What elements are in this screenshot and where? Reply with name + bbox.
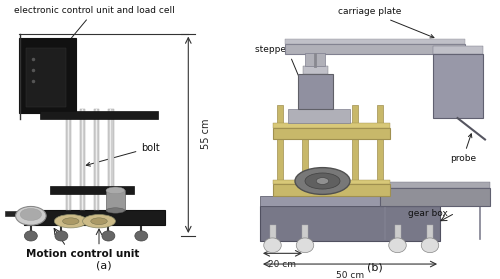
Bar bbox=[260, 206, 440, 241]
Ellipse shape bbox=[296, 238, 314, 253]
Ellipse shape bbox=[106, 208, 125, 213]
Bar bbox=[260, 196, 440, 206]
Ellipse shape bbox=[264, 238, 281, 253]
Text: (b): (b) bbox=[367, 262, 383, 272]
Bar bbox=[298, 74, 332, 109]
Bar bbox=[270, 225, 276, 239]
Bar bbox=[377, 105, 383, 196]
Bar bbox=[352, 105, 358, 196]
Text: bolt: bolt bbox=[86, 143, 160, 166]
Bar bbox=[24, 210, 165, 225]
Ellipse shape bbox=[91, 218, 107, 225]
Text: 50 cm: 50 cm bbox=[336, 271, 364, 279]
Bar bbox=[96, 109, 98, 210]
Bar bbox=[110, 109, 112, 210]
Bar bbox=[26, 49, 66, 107]
Ellipse shape bbox=[24, 231, 38, 241]
Bar bbox=[50, 186, 134, 194]
Text: (a): (a) bbox=[96, 261, 112, 271]
Bar bbox=[108, 109, 114, 210]
Ellipse shape bbox=[54, 215, 88, 228]
Bar bbox=[302, 225, 308, 239]
Bar bbox=[106, 190, 125, 210]
Ellipse shape bbox=[102, 231, 115, 241]
Ellipse shape bbox=[20, 208, 42, 220]
Text: stepper motor: stepper motor bbox=[255, 45, 320, 88]
Bar bbox=[82, 109, 84, 210]
Bar bbox=[288, 109, 350, 123]
Bar bbox=[272, 184, 390, 196]
Ellipse shape bbox=[295, 168, 350, 194]
Bar bbox=[40, 111, 158, 119]
Text: electronic control unit and load cell: electronic control unit and load cell bbox=[14, 6, 174, 67]
Bar bbox=[272, 123, 390, 128]
Bar bbox=[272, 128, 390, 140]
Text: carriage plate: carriage plate bbox=[338, 7, 434, 38]
Bar bbox=[432, 46, 482, 54]
Text: Motion control unit: Motion control unit bbox=[26, 249, 139, 259]
Text: 20 cm: 20 cm bbox=[268, 260, 296, 269]
Bar bbox=[313, 54, 317, 109]
Bar bbox=[277, 105, 283, 196]
Bar bbox=[305, 53, 325, 66]
Bar bbox=[432, 54, 482, 118]
Bar bbox=[94, 109, 100, 210]
Text: probe: probe bbox=[450, 134, 476, 163]
Bar bbox=[285, 44, 465, 54]
Ellipse shape bbox=[16, 206, 46, 225]
Ellipse shape bbox=[106, 187, 125, 194]
Ellipse shape bbox=[55, 231, 68, 241]
Ellipse shape bbox=[316, 178, 329, 184]
Bar bbox=[380, 188, 490, 206]
Bar bbox=[19, 38, 76, 113]
Ellipse shape bbox=[135, 231, 148, 241]
Bar bbox=[380, 182, 490, 188]
Text: 55 cm: 55 cm bbox=[201, 119, 211, 149]
Text: gear box: gear box bbox=[408, 209, 448, 218]
Bar bbox=[66, 109, 71, 210]
Bar bbox=[285, 39, 465, 44]
Ellipse shape bbox=[82, 215, 116, 228]
Bar bbox=[394, 225, 400, 239]
Bar bbox=[80, 109, 86, 210]
Ellipse shape bbox=[305, 173, 340, 189]
Bar bbox=[302, 105, 308, 196]
Bar bbox=[302, 66, 328, 74]
Bar bbox=[427, 225, 433, 239]
Bar bbox=[272, 180, 390, 184]
Bar bbox=[5, 211, 28, 216]
Ellipse shape bbox=[421, 238, 439, 253]
Ellipse shape bbox=[62, 218, 79, 225]
Ellipse shape bbox=[389, 238, 406, 253]
Bar bbox=[68, 109, 69, 210]
